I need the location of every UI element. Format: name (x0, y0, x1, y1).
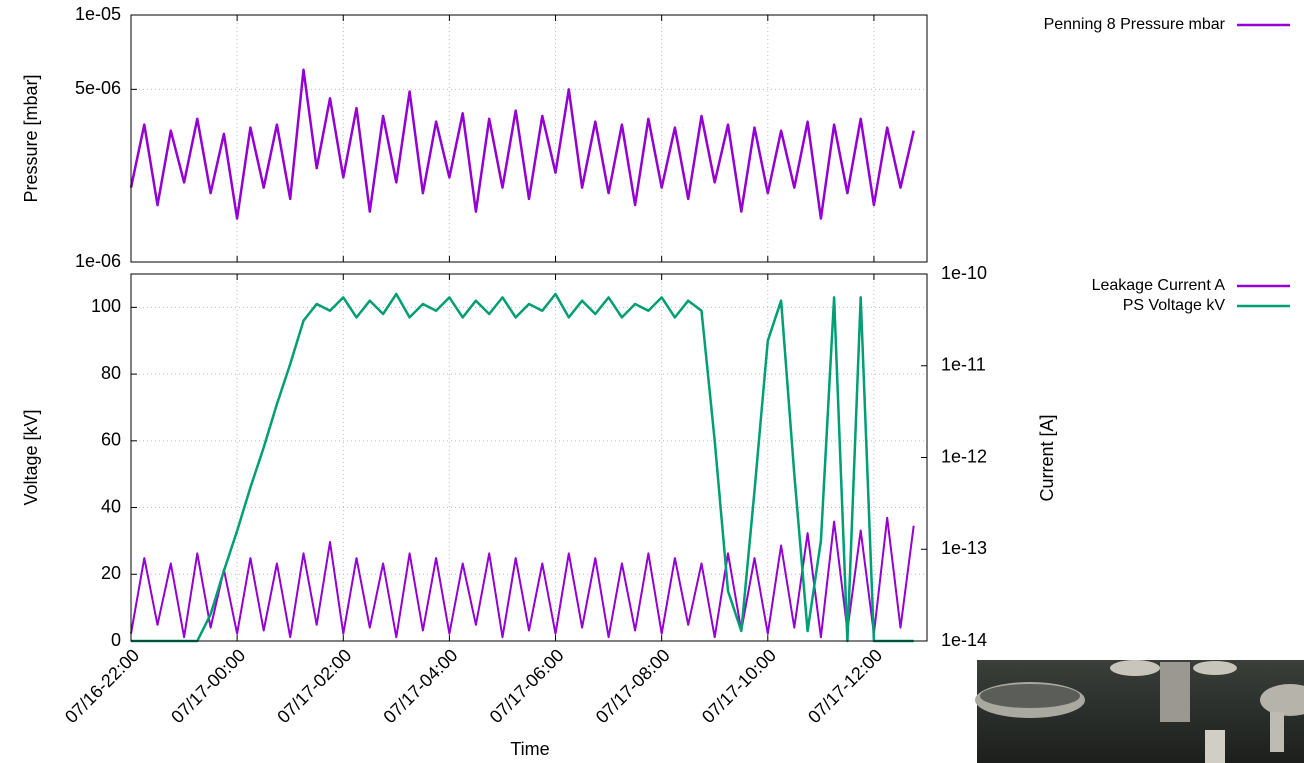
legend-label: Penning 8 Pressure mbar (1044, 16, 1226, 33)
data-line (129, 68, 915, 220)
y-tick-label: 5e-06 (75, 78, 121, 98)
y-tick-label: 80 (101, 363, 121, 383)
x-tick-label: 07/17-00:00 (167, 645, 249, 727)
plot-frame (130, 273, 928, 642)
y2-tick-label: 1e-11 (941, 355, 986, 375)
legend-label: PS Voltage kV (1123, 297, 1226, 314)
plot-frame (130, 14, 928, 263)
y-tick-label: 100 (91, 296, 121, 316)
data-line (131, 292, 914, 643)
y2-tick-label: 1e-14 (941, 630, 987, 650)
y2-tick-label: 1e-12 (941, 446, 987, 466)
x-tick-label: 07/17-12:00 (804, 645, 886, 727)
y-tick-label: 0 (111, 630, 121, 650)
y-tick-label: 60 (101, 430, 121, 450)
y-axis-label: Pressure [mbar] (21, 74, 41, 202)
y2-tick-label: 1e-10 (941, 263, 987, 283)
x-tick-label: 07/17-02:00 (273, 645, 355, 727)
x-tick-label: 07/16-22:00 (61, 645, 143, 727)
legend-label: Leakage Current A (1092, 277, 1226, 294)
photo (975, 660, 1304, 763)
panel: 1e-06 5e-06 1e-05 Penning 8 Pressure mbar Pr… (21, 4, 1290, 271)
x-tick-label: 07/17-06:00 (486, 645, 568, 727)
y-tick-label: 40 (101, 496, 121, 516)
x-tick-label: 07/17-08:00 (592, 645, 674, 727)
x-axis-label: Time (510, 739, 549, 759)
y-tick-label: 1e-05 (75, 4, 121, 24)
data-line (130, 516, 915, 639)
y2-tick-label: 1e-13 (941, 538, 987, 558)
x-tick-label: 07/17-04:00 (379, 645, 461, 727)
y2-axis-label: Current [A] (1037, 414, 1057, 501)
x-tick-label: 07/17-10:00 (698, 645, 780, 727)
y-tick-label: 1e-06 (75, 251, 121, 271)
y-axis-label: Voltage [kV] (21, 409, 41, 505)
y-tick-label: 20 (101, 563, 121, 583)
